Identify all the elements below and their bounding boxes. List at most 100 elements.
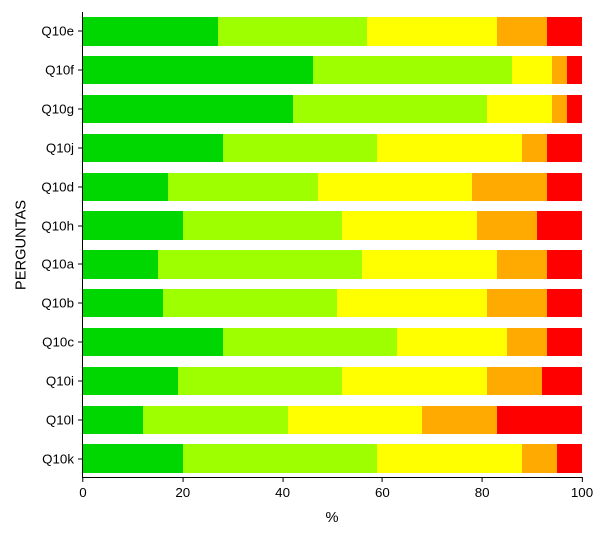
bar-segment — [183, 444, 378, 472]
y-axis-title: PERGUNTAS — [14, 200, 30, 290]
x-tick: 20 — [175, 477, 190, 500]
y-tick: Q10a — [41, 257, 83, 272]
y-tick-label: Q10k — [42, 451, 74, 466]
x-tick-label: 100 — [571, 485, 593, 500]
bar-segment — [83, 406, 143, 434]
y-tick-mark — [78, 70, 83, 71]
y-tick-mark — [78, 458, 83, 459]
bar-row — [83, 328, 582, 356]
bar-row — [83, 17, 582, 45]
bar-segment — [342, 367, 487, 395]
bar-segment — [552, 95, 567, 123]
y-tick: Q10j — [46, 140, 83, 155]
bar-segment — [497, 250, 547, 278]
x-tick-mark — [82, 477, 83, 482]
bar-segment — [143, 406, 288, 434]
bar-row — [83, 56, 582, 84]
bar-segment — [83, 17, 218, 45]
y-tick-label: Q10h — [41, 218, 74, 233]
y-tick-mark — [78, 31, 83, 32]
bar-segment — [512, 56, 552, 84]
x-tick: 100 — [571, 477, 593, 500]
bar-segment — [158, 250, 363, 278]
bar-row — [83, 444, 582, 472]
bar-segment — [218, 17, 368, 45]
bar-segment — [477, 211, 537, 239]
bar-segment — [83, 173, 168, 201]
y-tick-mark — [78, 225, 83, 226]
bar-segment — [362, 250, 497, 278]
x-tick-label: 60 — [375, 485, 390, 500]
x-tick-mark — [182, 477, 183, 482]
y-tick-label: Q10g — [41, 102, 74, 117]
y-tick-label: Q10a — [41, 257, 74, 272]
bar-segment — [83, 367, 178, 395]
bar-segment — [377, 134, 522, 162]
y-tick-label: Q10d — [41, 179, 74, 194]
y-tick-label: Q10f — [45, 63, 74, 78]
bar-segment — [313, 56, 513, 84]
bar-segment — [178, 367, 343, 395]
x-tick: 40 — [275, 477, 290, 500]
bar-segment — [83, 444, 183, 472]
bar-segment — [83, 134, 223, 162]
bar-segment — [472, 173, 547, 201]
y-tick-mark — [78, 419, 83, 420]
y-tick-label: Q10c — [42, 335, 74, 350]
y-tick-mark — [78, 264, 83, 265]
y-tick-label: Q10e — [41, 24, 74, 39]
y-tick: Q10h — [41, 218, 83, 233]
x-tick-mark — [482, 477, 483, 482]
bar-row — [83, 173, 582, 201]
bar-segment — [557, 444, 582, 472]
x-tick-label: 40 — [275, 485, 290, 500]
bar-segment — [83, 56, 313, 84]
bar-segment — [497, 406, 582, 434]
bar-segment — [522, 134, 547, 162]
bar-segment — [83, 289, 163, 317]
y-tick-mark — [78, 186, 83, 187]
bar-segment — [397, 328, 507, 356]
bar-segment — [552, 56, 567, 84]
y-tick-label: Q10j — [46, 140, 74, 155]
bar-segment — [342, 211, 477, 239]
bar-segment — [542, 367, 582, 395]
y-tick: Q10k — [42, 451, 83, 466]
bar-row — [83, 211, 582, 239]
bar-segment — [507, 328, 547, 356]
bar-segment — [487, 367, 542, 395]
bar-segment — [547, 134, 582, 162]
bar-segment — [163, 289, 338, 317]
bar-segment — [83, 250, 158, 278]
x-tick-label: 80 — [475, 485, 490, 500]
bar-segment — [567, 56, 582, 84]
bar-segment — [567, 95, 582, 123]
bar-segment — [422, 406, 497, 434]
y-tick: Q10d — [41, 179, 83, 194]
bar-segment — [223, 134, 378, 162]
y-tick: Q10e — [41, 24, 83, 39]
bar-segment — [547, 173, 582, 201]
x-tick: 0 — [79, 477, 86, 500]
bar-segment — [377, 444, 522, 472]
y-tick-label: Q10i — [46, 373, 74, 388]
bar-segment — [288, 406, 423, 434]
x-tick-label: 20 — [175, 485, 190, 500]
y-tick: Q10f — [45, 63, 83, 78]
bar-segment — [183, 211, 343, 239]
x-axis-title: % — [325, 510, 338, 526]
bar-row — [83, 134, 582, 162]
y-tick-mark — [78, 342, 83, 343]
bar-segment — [487, 95, 552, 123]
x-tick-label: 0 — [79, 485, 86, 500]
y-tick-label: Q10b — [41, 296, 74, 311]
bar-row — [83, 289, 582, 317]
bar-segment — [522, 444, 557, 472]
plot-area: Q10eQ10fQ10gQ10jQ10dQ10hQ10aQ10bQ10cQ10i… — [82, 12, 582, 478]
bar-segment — [293, 95, 488, 123]
x-tick: 60 — [375, 477, 390, 500]
bar-row — [83, 406, 582, 434]
bar-segment — [367, 17, 497, 45]
bar-row — [83, 95, 582, 123]
x-tick: 80 — [475, 477, 490, 500]
